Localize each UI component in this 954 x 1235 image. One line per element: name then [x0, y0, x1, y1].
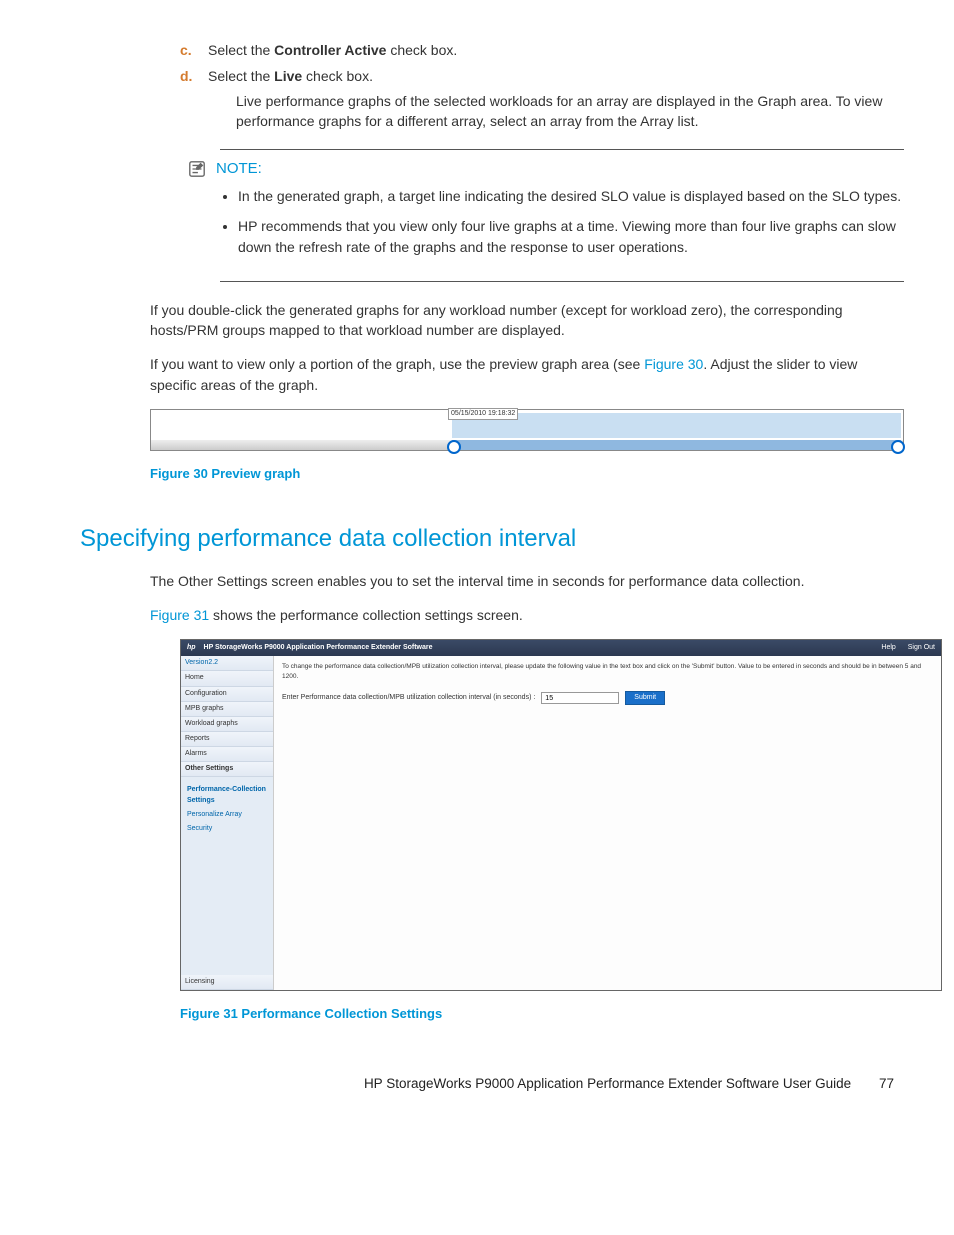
step-d-marker: d.: [180, 66, 208, 131]
note-list: In the generated graph, a target line in…: [220, 186, 904, 257]
app-screenshot: hp HP StorageWorks P9000 Application Per…: [180, 639, 942, 991]
ss-instructions: To change the performance data collectio…: [282, 662, 933, 681]
footer-title: HP StorageWorks P9000 Application Perfor…: [364, 1076, 851, 1091]
ss-header-right: Help Sign Out: [871, 643, 935, 653]
ss-main: To change the performance data collectio…: [274, 656, 941, 990]
page-footer: HP StorageWorks P9000 Application Perfor…: [50, 1074, 904, 1094]
slider-handle-left[interactable]: [447, 440, 461, 454]
nav-configuration[interactable]: Configuration: [181, 687, 273, 702]
para-preview-pre: If you want to view only a portion of th…: [150, 356, 644, 372]
preview-graph[interactable]: 05/15/2010 19:18:32: [150, 409, 904, 451]
step-c-pre: Select the: [208, 42, 274, 58]
para-preview: If you want to view only a portion of th…: [150, 354, 904, 395]
section-ref-post: shows the performance collection setting…: [209, 607, 523, 623]
ss-version: Version2.2: [181, 656, 273, 671]
interval-input[interactable]: [541, 692, 619, 704]
ss-form-row: Enter Performance data collection/MPB ut…: [282, 691, 933, 705]
subnav-personalize[interactable]: Personalize Array: [181, 808, 273, 822]
ss-title-text: HP StorageWorks P9000 Application Perfor…: [204, 644, 433, 651]
ss-body: Version2.2 Home Configuration MPB graphs…: [181, 656, 941, 990]
step-c-post: check box.: [386, 42, 457, 58]
help-link[interactable]: Help: [881, 644, 895, 651]
step-c-marker: c.: [180, 40, 208, 60]
ss-sidebar: Version2.2 Home Configuration MPB graphs…: [181, 656, 274, 990]
figure-31-caption: Figure 31 Performance Collection Setting…: [180, 1005, 904, 1024]
figure-30-caption: Figure 30 Preview graph: [150, 465, 904, 484]
ss-app-title: hp HP StorageWorks P9000 Application Per…: [187, 643, 433, 653]
nav-home[interactable]: Home: [181, 671, 273, 686]
nav-other-settings[interactable]: Other Settings: [181, 762, 273, 777]
note-label: NOTE:: [216, 158, 262, 180]
subnav-security[interactable]: Security: [181, 822, 273, 836]
note-icon: [188, 160, 206, 178]
step-d: d. Select the Live check box. Live perfo…: [180, 66, 904, 131]
nav-alarms[interactable]: Alarms: [181, 747, 273, 762]
nav-mpb-graphs[interactable]: MPB graphs: [181, 702, 273, 717]
step-c-bold: Controller Active: [274, 42, 386, 58]
nav-licensing[interactable]: Licensing: [181, 975, 273, 990]
ss-header: hp HP StorageWorks P9000 Application Per…: [181, 640, 941, 656]
step-d-bold: Live: [274, 68, 302, 84]
figure-30-link[interactable]: Figure 30: [644, 356, 703, 372]
step-d-text: Select the Live check box. Live performa…: [208, 66, 904, 131]
note-box: NOTE: In the generated graph, a target l…: [220, 149, 904, 282]
step-d-post: check box.: [302, 68, 373, 84]
figure-31-link[interactable]: Figure 31: [150, 607, 209, 623]
step-d-follow: Live performance graphs of the selected …: [236, 91, 904, 132]
slider-handle-right[interactable]: [891, 440, 905, 454]
section-title: Specifying performance data collection i…: [80, 522, 904, 557]
submit-button[interactable]: Submit: [625, 691, 665, 705]
section-ref: Figure 31 shows the performance collecti…: [150, 605, 904, 625]
step-c-text: Select the Controller Active check box.: [208, 40, 904, 60]
hp-logo: hp: [187, 644, 196, 651]
subnav-perf-collection[interactable]: Performance-Collection Settings: [181, 783, 273, 807]
interval-label: Enter Performance data collection/MPB ut…: [282, 693, 535, 703]
step-list: c. Select the Controller Active check bo…: [180, 40, 904, 131]
preview-track: [452, 413, 901, 438]
section-intro: The Other Settings screen enables you to…: [150, 571, 904, 591]
note-header: NOTE:: [188, 158, 904, 180]
page-number: 77: [879, 1076, 894, 1091]
note-item-1: HP recommends that you view only four li…: [238, 216, 904, 257]
nav-reports[interactable]: Reports: [181, 732, 273, 747]
signout-link[interactable]: Sign Out: [908, 644, 935, 651]
step-d-pre: Select the: [208, 68, 274, 84]
para-doubleclick: If you double-click the generated graphs…: [150, 300, 904, 341]
note-item-0: In the generated graph, a target line in…: [238, 186, 904, 206]
preview-timestamp: 05/15/2010 19:18:32: [448, 408, 518, 420]
nav-workload-graphs[interactable]: Workload graphs: [181, 717, 273, 732]
step-c: c. Select the Controller Active check bo…: [180, 40, 904, 60]
slider-range[interactable]: [452, 440, 901, 450]
